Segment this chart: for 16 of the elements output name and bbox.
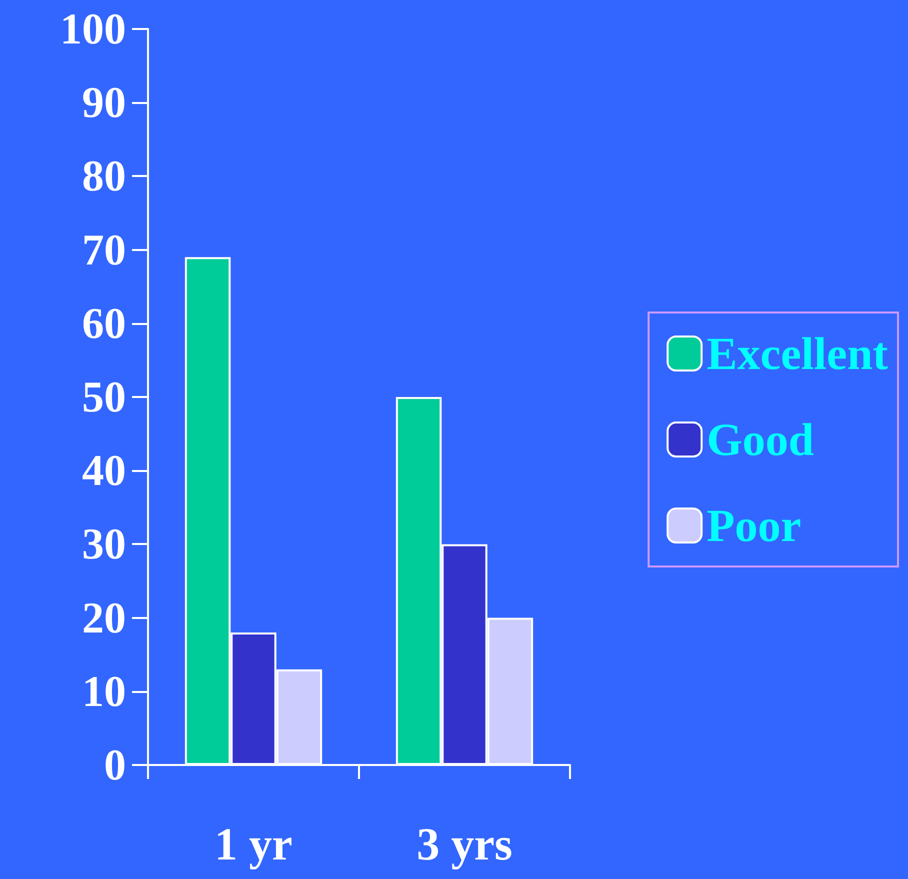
x-tick-label: 3 yrs: [416, 818, 512, 870]
y-tick-label: 80: [82, 152, 126, 201]
y-tick-label: 40: [82, 446, 126, 496]
y-tick-label: 90: [82, 78, 126, 128]
x-tick-label: 1 yr: [214, 818, 292, 870]
legend-label: Poor: [706, 500, 802, 551]
legend-label: Good: [706, 414, 814, 465]
y-tick-label: 50: [82, 372, 126, 422]
y-tick-label: 0: [104, 740, 126, 790]
legend-label: Excellent: [706, 328, 889, 379]
y-tick-label: 20: [82, 593, 126, 642]
y-tick-label: 100: [60, 4, 126, 54]
y-tick-label: 70: [82, 225, 126, 274]
y-tick-label: 10: [82, 666, 126, 716]
y-tick-label: 60: [82, 298, 126, 348]
y-tick-label: 30: [82, 520, 126, 569]
